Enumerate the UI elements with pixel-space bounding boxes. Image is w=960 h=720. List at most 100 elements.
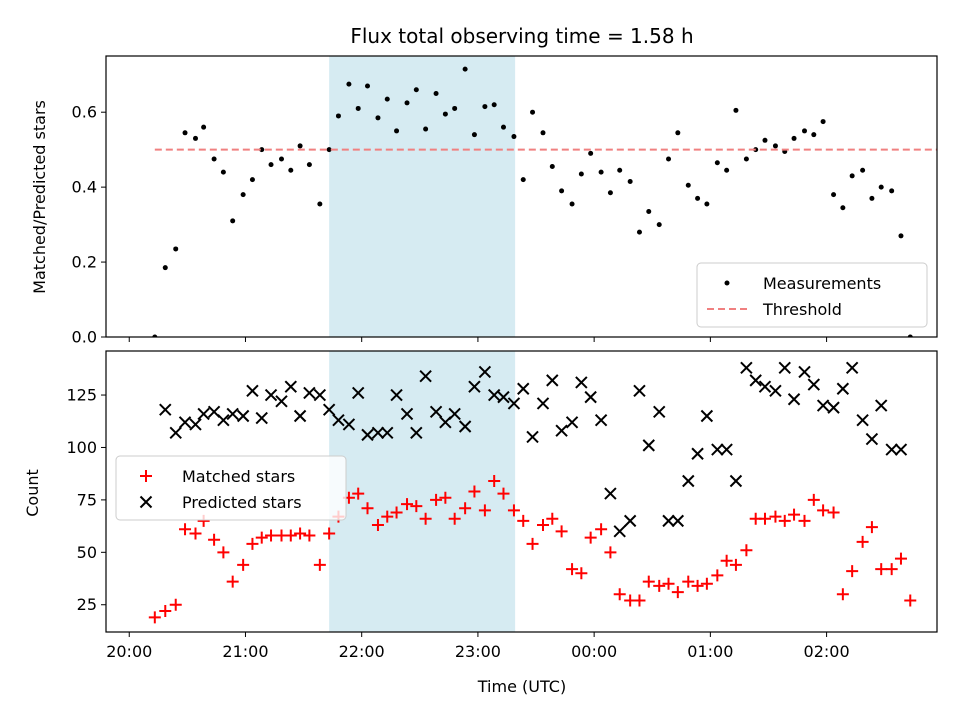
data-point bbox=[720, 443, 733, 456]
legend-box bbox=[115, 455, 347, 521]
data-point bbox=[468, 380, 481, 393]
data-point bbox=[404, 100, 410, 106]
data-point bbox=[758, 380, 772, 393]
axes-frame bbox=[105, 350, 938, 633]
data-point bbox=[633, 594, 646, 607]
data-point bbox=[220, 169, 226, 175]
data-point bbox=[740, 361, 753, 374]
data-point bbox=[255, 411, 268, 425]
data-point bbox=[849, 173, 855, 179]
data-point bbox=[284, 529, 297, 542]
data-point bbox=[497, 390, 510, 404]
data-point bbox=[845, 361, 859, 374]
data-point bbox=[439, 491, 452, 504]
data-point bbox=[488, 475, 501, 488]
data-point bbox=[182, 130, 188, 136]
legend-swatch bbox=[140, 470, 152, 482]
data-point bbox=[898, 233, 904, 239]
legend-label: Predicted stars bbox=[182, 493, 302, 512]
y-tick-label: 0.2 bbox=[72, 253, 97, 272]
data-point bbox=[293, 409, 307, 423]
data-point bbox=[584, 390, 597, 404]
data-point bbox=[740, 544, 753, 557]
data-point bbox=[410, 500, 423, 513]
data-point bbox=[540, 130, 546, 136]
data-point bbox=[778, 514, 791, 527]
data-point bbox=[875, 563, 888, 576]
data-point bbox=[743, 156, 749, 162]
data-point bbox=[530, 109, 536, 115]
data-point bbox=[662, 514, 675, 528]
data-point bbox=[807, 493, 820, 506]
observing-window-span bbox=[329, 56, 516, 337]
x-tick-label: 02:00 bbox=[804, 642, 850, 661]
y-tick-label: 0.4 bbox=[72, 178, 97, 197]
data-point bbox=[246, 384, 259, 398]
y-tick-label: 0.6 bbox=[72, 103, 97, 122]
data-point bbox=[264, 388, 278, 402]
data-point bbox=[361, 428, 374, 442]
data-point bbox=[787, 393, 801, 406]
data-point bbox=[433, 90, 439, 96]
data-point bbox=[691, 447, 704, 460]
data-point bbox=[798, 514, 811, 527]
data-point bbox=[384, 96, 390, 102]
data-point bbox=[778, 361, 791, 374]
data-point bbox=[226, 407, 239, 421]
data-point bbox=[598, 169, 604, 175]
data-point bbox=[546, 512, 559, 525]
data-point bbox=[419, 512, 432, 525]
data-point bbox=[836, 588, 849, 601]
data-point bbox=[322, 403, 336, 416]
data-point bbox=[201, 124, 207, 130]
data-point bbox=[179, 523, 192, 536]
data-point bbox=[507, 397, 521, 410]
data-point bbox=[159, 605, 172, 618]
x-tick-label: 00:00 bbox=[571, 642, 617, 661]
data-point bbox=[769, 384, 782, 398]
data-point bbox=[365, 83, 371, 89]
data-point bbox=[169, 598, 182, 611]
data-point bbox=[491, 102, 497, 108]
data-point bbox=[865, 432, 879, 446]
top-axes: 0.0 0.2 0.4 0.6 Measurements Threshold bbox=[72, 55, 938, 347]
data-point bbox=[259, 147, 265, 153]
data-point bbox=[468, 485, 481, 498]
data-point bbox=[802, 128, 808, 134]
data-point bbox=[791, 135, 797, 141]
data-point bbox=[682, 474, 695, 488]
data-point bbox=[517, 514, 530, 527]
data-point bbox=[704, 201, 710, 207]
data-point bbox=[869, 195, 875, 201]
data-point bbox=[355, 105, 361, 111]
data-point bbox=[907, 334, 913, 337]
data-point bbox=[636, 229, 642, 235]
data-point bbox=[536, 397, 550, 410]
data-point bbox=[885, 563, 898, 576]
data-point bbox=[653, 579, 666, 592]
data-point bbox=[807, 378, 821, 391]
data-point bbox=[623, 514, 637, 528]
data-point bbox=[381, 510, 394, 523]
data-point bbox=[720, 554, 733, 567]
y-tick-label: 125 bbox=[66, 386, 97, 405]
data-point bbox=[226, 575, 239, 588]
series-predicted-stars bbox=[159, 361, 908, 538]
data-point bbox=[691, 579, 704, 592]
data-point bbox=[559, 188, 565, 194]
data-point bbox=[695, 195, 701, 201]
data-point bbox=[840, 205, 846, 211]
data-point bbox=[555, 525, 568, 538]
data-point bbox=[798, 365, 811, 379]
axes-frame bbox=[105, 55, 938, 338]
data-point bbox=[442, 111, 448, 117]
data-point bbox=[410, 426, 423, 439]
data-point bbox=[617, 167, 623, 173]
data-point bbox=[236, 409, 250, 423]
figure-title: Flux total observing time = 1.58 h bbox=[350, 24, 693, 48]
data-point bbox=[352, 487, 365, 500]
data-point bbox=[642, 575, 655, 588]
data-point bbox=[546, 374, 559, 387]
data-point bbox=[462, 66, 468, 72]
